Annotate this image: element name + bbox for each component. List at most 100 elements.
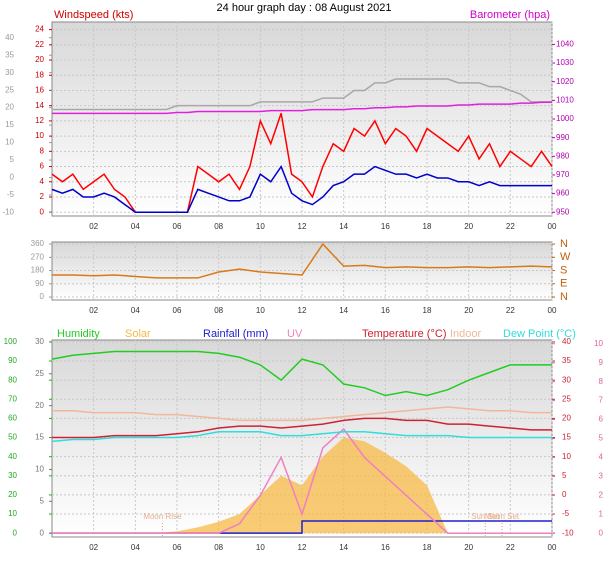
x-tick-label: 04 (131, 222, 140, 231)
legend-entry: Dew Point (°C) (503, 328, 576, 340)
y2-tick-label: 15 (562, 433, 571, 442)
y2-tick-label: 0 (562, 490, 567, 499)
annotation: Moon Set (485, 512, 520, 521)
y2-tick-label: 30 (562, 375, 571, 384)
y3-tick-label: 20 (35, 401, 44, 410)
y4-tick-label: 1 (599, 509, 604, 518)
y-tick-label: 90 (8, 356, 17, 365)
x-tick-label: 00 (548, 306, 557, 315)
y2-tick-label: 10 (562, 452, 571, 461)
x-tick-label: 02 (89, 543, 98, 552)
line (52, 242, 553, 279)
y2-tick-label: 1020 (556, 77, 574, 86)
x-tick-label: 12 (298, 222, 307, 231)
x-tick-label: 16 (381, 543, 390, 552)
y4-tick-label: 7 (599, 396, 604, 405)
y3-tick-label: -10 (2, 208, 14, 217)
y2-tick-label: 990 (556, 133, 570, 142)
y-tick-label: 0 (40, 292, 45, 301)
y4-tick-label: 8 (599, 377, 604, 386)
y2-tick-label: 970 (556, 170, 570, 179)
line (52, 101, 552, 115)
y4-tick-label: 9 (599, 358, 604, 367)
y3-tick-label: 15 (35, 433, 44, 442)
y2-tick-label: -10 (562, 528, 574, 537)
y-tick-label: 22 (35, 40, 44, 49)
y4-tick-label: 4 (599, 453, 604, 462)
y3-tick-label: 0 (40, 528, 45, 537)
legend-entry: Humidity (57, 328, 100, 340)
x-tick-label: 04 (131, 543, 140, 552)
y2-tick-label: 960 (556, 189, 570, 198)
y-tick-label: 360 (31, 239, 45, 248)
y4-tick-label: 2 (599, 490, 604, 499)
line (51, 350, 552, 397)
y2-tick-label: S (560, 264, 567, 276)
y3-tick-label: 0 (10, 173, 15, 182)
y-tick-label: 18 (35, 70, 44, 79)
y2-axis-label: Barometer (hpa) (470, 9, 550, 21)
y-tick-label: 16 (35, 86, 44, 95)
y2-tick-label: 980 (556, 151, 570, 160)
y-tick-label: 180 (31, 266, 45, 275)
y-tick-label: 6 (40, 162, 45, 171)
y3-tick-label: 25 (5, 85, 14, 94)
y4-tick-label: 10 (594, 339, 603, 348)
y2-tick-label: N (560, 291, 568, 303)
x-tick-label: 04 (131, 306, 140, 315)
y-tick-label: 2 (40, 192, 45, 201)
y2-tick-label: 20 (562, 414, 571, 423)
y-tick-label: 20 (8, 490, 17, 499)
line (51, 431, 552, 443)
y-tick-label: 0 (13, 528, 18, 537)
x-tick-label: 10 (256, 543, 265, 552)
y-axis-label: Windspeed (kts) (54, 9, 133, 21)
y-tick-label: 10 (8, 509, 17, 518)
x-tick-label: 00 (548, 222, 557, 231)
y-tick-label: 12 (35, 116, 44, 125)
y2-tick-label: 1030 (556, 58, 574, 67)
x-tick-label: 18 (423, 543, 432, 552)
y-tick-label: 24 (35, 25, 44, 34)
x-tick-label: 10 (256, 222, 265, 231)
y2-tick-label: W (560, 251, 571, 263)
y2-tick-label: 35 (562, 356, 571, 365)
x-tick-label: 16 (381, 306, 390, 315)
x-tick-label: 08 (214, 543, 223, 552)
x-tick-label: 22 (506, 222, 515, 231)
y-tick-label: 80 (8, 375, 17, 384)
legend-entry: Rainfall (mm) (203, 328, 268, 340)
y4-tick-label: 5 (599, 434, 604, 443)
legend-entry: Indoor (450, 328, 482, 340)
x-tick-label: 16 (381, 222, 390, 231)
y3-tick-label: 30 (5, 68, 14, 77)
x-tick-label: 20 (464, 543, 473, 552)
y-tick-label: 270 (31, 252, 45, 261)
x-tick-label: 08 (214, 306, 223, 315)
y2-tick-label: 5 (562, 471, 567, 480)
x-tick-label: 18 (423, 222, 432, 231)
y-tick-label: 10 (35, 131, 44, 140)
x-tick-label: 22 (506, 306, 515, 315)
x-tick-label: 20 (464, 222, 473, 231)
y3-tick-label: 5 (10, 155, 15, 164)
x-tick-label: 12 (298, 543, 307, 552)
y-tick-label: 30 (8, 471, 17, 480)
x-tick-label: 06 (173, 222, 182, 231)
y3-tick-label: 10 (5, 138, 14, 147)
y4-tick-label: 6 (599, 415, 604, 424)
annotation: Moon Rise (143, 512, 182, 521)
legend-entry: UV (287, 328, 303, 340)
legend-entry: Temperature (°C) (362, 328, 446, 340)
y3-tick-label: -5 (7, 190, 15, 199)
line (52, 78, 552, 111)
x-tick-label: 00 (548, 543, 557, 552)
chart-title: 24 hour graph day : 08 August 2021 (217, 2, 392, 14)
y3-tick-label: 40 (5, 33, 14, 42)
x-tick-label: 14 (339, 306, 348, 315)
x-tick-label: 14 (339, 543, 348, 552)
y2-tick-label: -5 (562, 509, 570, 518)
x-tick-label: 06 (173, 306, 182, 315)
y-tick-label: 50 (8, 433, 17, 442)
line (52, 427, 552, 534)
